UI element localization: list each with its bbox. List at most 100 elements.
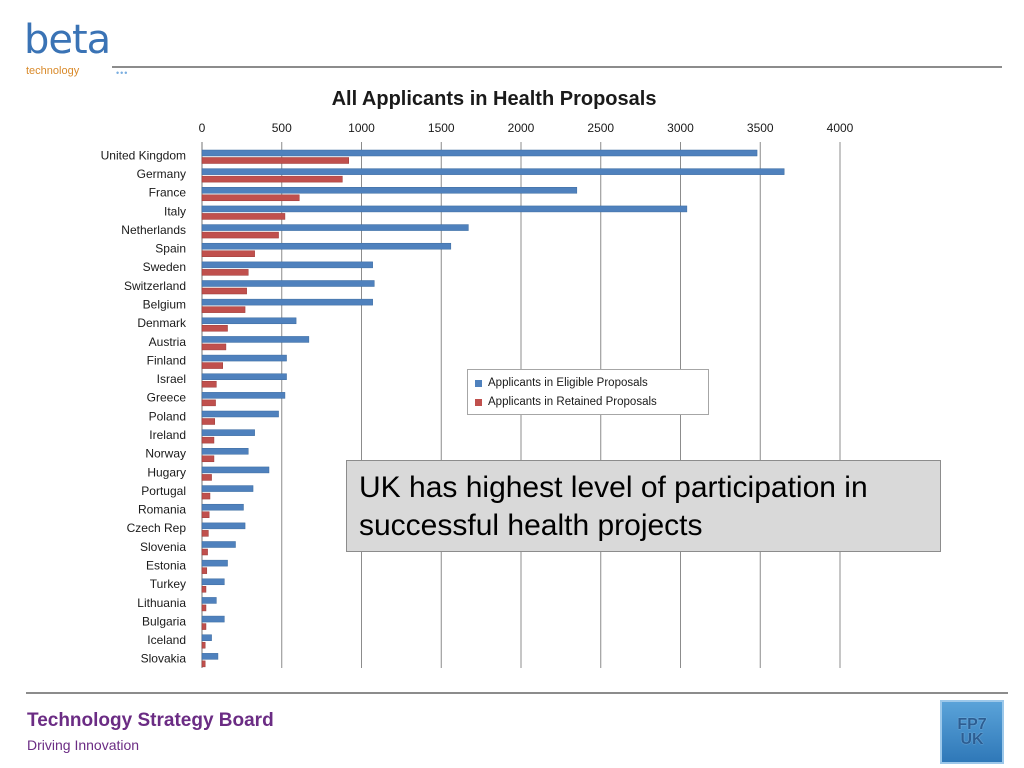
- x-tick-label: 2500: [587, 121, 614, 135]
- bar-eligible: [201, 559, 228, 567]
- x-tick-label: 3000: [667, 121, 694, 135]
- bar-retained: [201, 194, 300, 202]
- bar-retained: [201, 604, 207, 612]
- bar-retained: [201, 586, 207, 593]
- bar-eligible: [201, 224, 469, 231]
- bar-eligible: [201, 541, 236, 548]
- bar-retained: [201, 231, 279, 239]
- bar-eligible: [201, 336, 310, 343]
- bar-eligible: [201, 485, 254, 492]
- bar-eligible: [201, 448, 249, 455]
- x-tick-label: 500: [272, 121, 292, 135]
- category-label: Spain: [155, 242, 186, 256]
- category-label: Portugal: [141, 484, 186, 498]
- bar-retained: [201, 436, 215, 444]
- legend-item-retained: Applicants in Retained Proposals: [475, 393, 708, 412]
- x-tick-label: 1500: [428, 121, 455, 135]
- category-label: Estonia: [146, 558, 186, 572]
- category-label: Poland: [149, 409, 186, 423]
- category-label: Belgium: [143, 297, 186, 311]
- badge-line-2: UK: [960, 731, 984, 748]
- bar-eligible: [201, 466, 270, 474]
- bar-eligible: [201, 298, 373, 306]
- x-tick-label: 0: [199, 121, 206, 135]
- category-label: Denmark: [137, 316, 187, 330]
- badge-line-1: FP7: [957, 716, 987, 733]
- header-divider: [112, 66, 1002, 68]
- bar-retained: [201, 287, 247, 295]
- bar-retained: [201, 548, 208, 556]
- bar-retained: [201, 474, 212, 481]
- bar-eligible: [201, 578, 225, 586]
- chart-legend: Applicants in Eligible Proposals Applica…: [467, 369, 709, 415]
- category-label: France: [149, 186, 187, 200]
- bar-eligible: [201, 597, 217, 604]
- chart-title: All Applicants in Health Proposals: [331, 88, 657, 110]
- callout-box: UK has highest level of participation in…: [346, 460, 941, 552]
- x-tick-label: 1000: [348, 121, 375, 135]
- category-label: Israel: [157, 372, 186, 386]
- footer-subtitle: Driving Innovation: [27, 737, 140, 753]
- legend-swatch-retained: [475, 399, 482, 406]
- logo-dots: •••: [116, 68, 129, 78]
- bar-eligible: [201, 149, 758, 157]
- category-label: Norway: [145, 447, 186, 461]
- bar-retained: [201, 492, 211, 500]
- bar-eligible: [201, 634, 212, 641]
- category-label: Greece: [147, 391, 187, 405]
- bar-retained: [201, 660, 206, 668]
- footer-title: Technology Strategy Board: [27, 710, 274, 731]
- bar-retained: [201, 213, 286, 220]
- bar-eligible: [201, 373, 287, 380]
- bar-retained: [201, 269, 249, 276]
- bar-retained: [201, 623, 207, 630]
- bar-retained: [201, 343, 227, 351]
- bar-retained: [201, 641, 206, 649]
- beta-technology-logo: beta technology •••: [24, 17, 127, 80]
- bar-eligible: [201, 261, 373, 269]
- category-label: Italy: [164, 204, 186, 218]
- bar-eligible: [201, 317, 297, 325]
- bar-eligible: [201, 653, 219, 660]
- category-label: Turkey: [150, 577, 186, 591]
- category-label: Austria: [149, 335, 187, 349]
- logo-wordmark: beta: [24, 17, 111, 63]
- category-label: Slovenia: [140, 540, 186, 554]
- bar-eligible: [201, 410, 279, 418]
- category-label: Lithuania: [137, 596, 186, 610]
- category-label: Germany: [137, 167, 186, 181]
- bar-retained: [201, 511, 210, 518]
- bar-retained: [201, 418, 216, 425]
- x-tick-label: 4000: [827, 121, 854, 135]
- legend-item-eligible: Applicants in Eligible Proposals: [475, 374, 708, 393]
- bar-eligible: [201, 354, 287, 362]
- category-label: Iceland: [147, 633, 186, 647]
- category-label: Finland: [147, 353, 186, 367]
- bar-eligible: [201, 392, 286, 399]
- category-label: Netherlands: [121, 223, 186, 237]
- bar-eligible: [201, 429, 255, 436]
- bar-eligible: [201, 615, 225, 623]
- bar-retained: [201, 567, 208, 574]
- bar-eligible: [201, 187, 578, 194]
- category-label: Switzerland: [124, 279, 186, 293]
- category-label: Slovakia: [141, 652, 187, 666]
- category-label: United Kingdom: [101, 148, 186, 162]
- category-label: Sweden: [143, 260, 186, 274]
- bar-eligible: [201, 522, 246, 530]
- bar-eligible: [201, 242, 452, 250]
- legend-label-retained: Applicants in Retained Proposals: [488, 396, 657, 408]
- bar-retained: [201, 455, 215, 463]
- category-label: Bulgaria: [142, 614, 186, 628]
- x-tick-label: 3500: [747, 121, 774, 135]
- bar-retained: [201, 362, 223, 369]
- category-label: Romania: [138, 503, 186, 517]
- bar-retained: [201, 530, 209, 537]
- bar-retained: [201, 306, 246, 313]
- category-label: Ireland: [149, 428, 186, 442]
- bar-retained: [201, 157, 349, 164]
- bar-eligible: [201, 168, 785, 175]
- bar-retained: [201, 175, 343, 183]
- bar-eligible: [201, 280, 375, 287]
